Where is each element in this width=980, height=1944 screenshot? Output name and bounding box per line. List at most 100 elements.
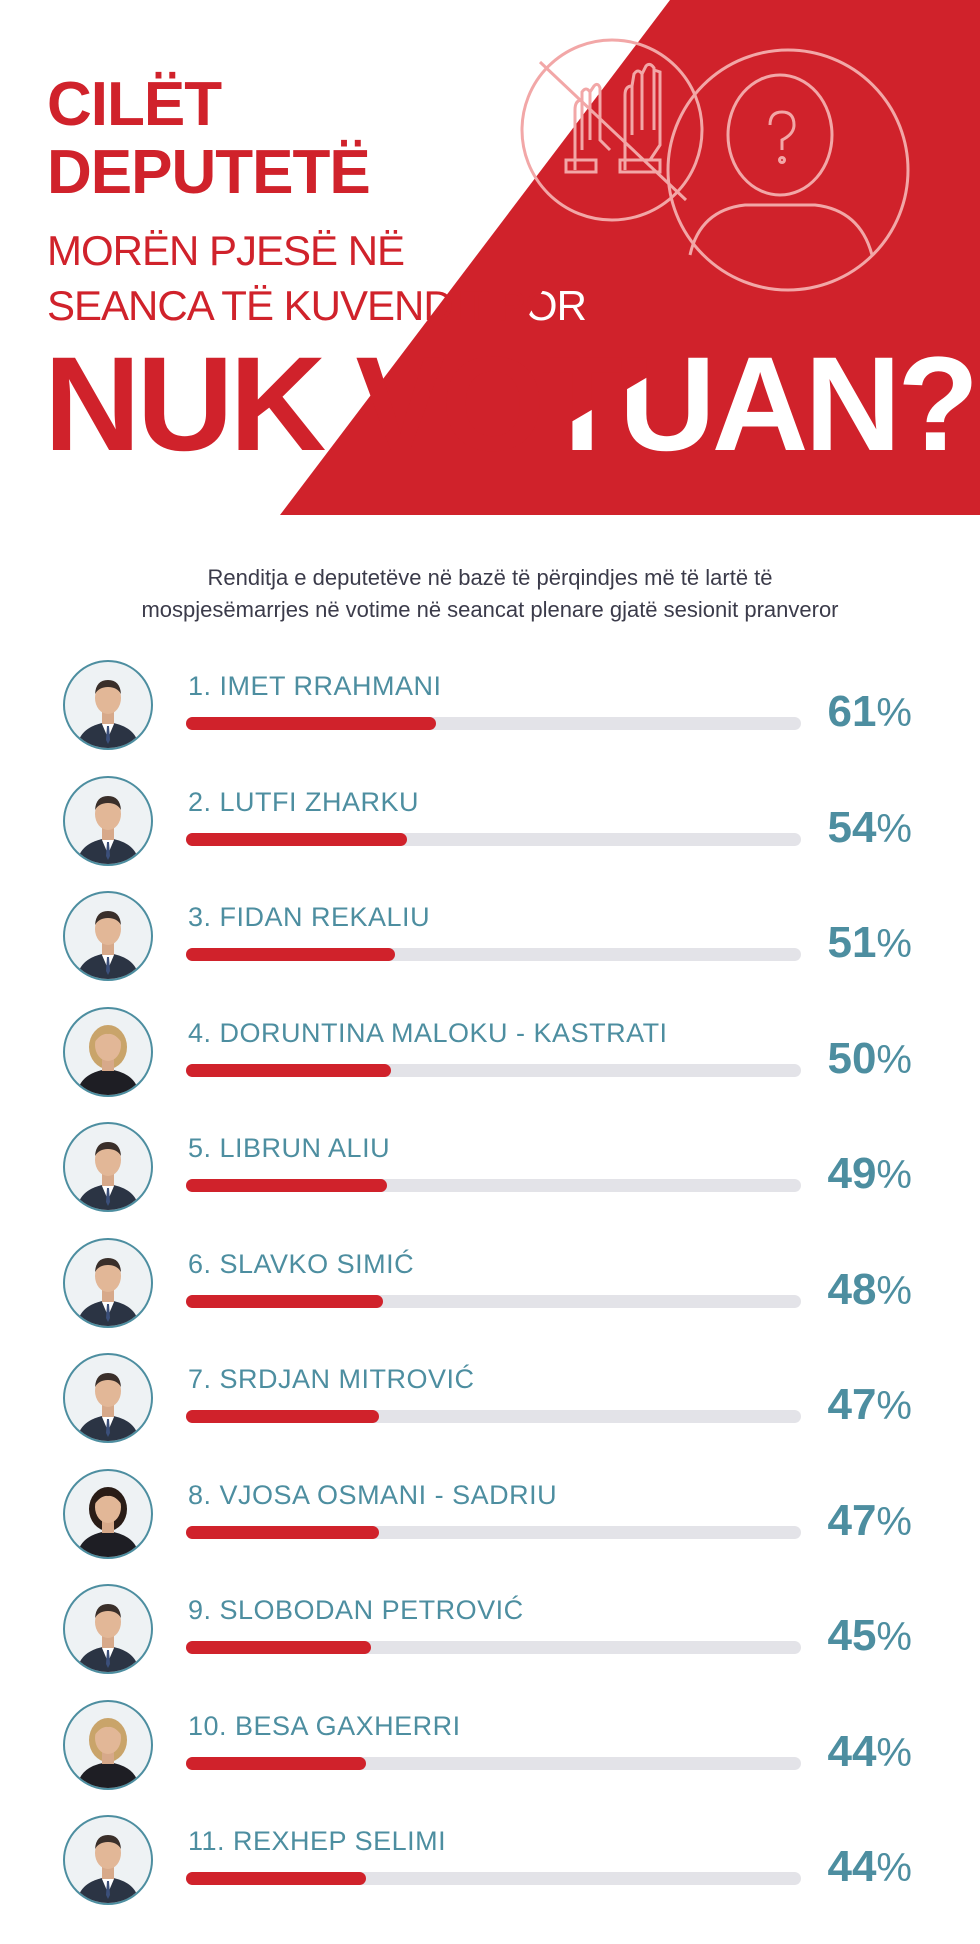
- title-line-4: SEANCA TË KUVENDIT POR: [47, 282, 587, 329]
- percentage-label: 44%: [827, 1842, 912, 1892]
- percentage-value: 50: [827, 1033, 877, 1083]
- subtitle-line-2: mospjesëmarrjes në votime në seancat ple…: [141, 597, 839, 622]
- percentage-value: 48: [827, 1264, 877, 1314]
- deputy-name: 2. LUTFI ZHARKU: [188, 786, 420, 817]
- ranking-row: 11. REXHEP SELIMI 44%: [0, 1810, 980, 1925]
- bar-track: [186, 1641, 801, 1654]
- title-line-3: MORËN PJESË NË: [47, 227, 405, 274]
- deputy-name: 11. REXHEP SELIMI: [188, 1826, 447, 1856]
- title-line-1: CILËT: [47, 70, 222, 139]
- percentage-sign: %: [876, 1268, 912, 1313]
- bar-fill: [186, 832, 408, 846]
- bar-track: [186, 1756, 801, 1770]
- avatar-icon: [63, 1699, 153, 1790]
- deputy-name: 7. SRDJAN MITROVIĆ: [188, 1364, 475, 1394]
- bar-fill: [186, 1410, 379, 1423]
- percentage-value: 49: [827, 1149, 877, 1198]
- bar-track: [186, 1872, 801, 1885]
- percentage-value: 44: [827, 1842, 877, 1891]
- avatar-icon: [63, 1815, 153, 1905]
- percentage-sign: %: [876, 806, 912, 851]
- percentage-label: 49%: [827, 1149, 912, 1199]
- title-big: NUK VOTUAN?: [44, 330, 979, 479]
- percentage-label: 47%: [827, 1380, 912, 1430]
- percentage-value: 47: [827, 1495, 877, 1545]
- percentage-sign: %: [876, 1615, 912, 1659]
- bar-track: [186, 717, 801, 730]
- avatar-icon: [63, 1122, 153, 1212]
- percentage-value: 61: [827, 687, 877, 736]
- percentage-label: 48%: [827, 1265, 912, 1315]
- deputy-name: 5. LIBRUN ALIU: [188, 1133, 391, 1163]
- percentage-sign: %: [876, 1037, 912, 1082]
- subtitle-line-1: Renditja e deputetëve në bazë të përqind…: [207, 565, 773, 590]
- deputy-name: 6. SLAVKO SIMIĆ: [188, 1248, 415, 1279]
- bar-fill: [186, 1525, 379, 1539]
- raised-hands-icon: [520, 38, 704, 222]
- percentage-label: 54%: [827, 803, 912, 853]
- percentage-sign: %: [876, 922, 912, 966]
- percentage-value: 44: [827, 1726, 877, 1776]
- bar-track: [186, 832, 801, 846]
- deputy-name: 1. IMET RRAHMANI: [188, 671, 442, 701]
- ranking-row: 1. IMET RRAHMANI 61%: [0, 655, 980, 770]
- percentage-label: 47%: [827, 1496, 912, 1546]
- avatar-icon: [63, 1468, 153, 1559]
- ranking-row: 6. SLAVKO SIMIĆ 48%: [0, 1233, 980, 1348]
- bar-track: [186, 1063, 801, 1077]
- subtitle: Renditja e deputetëve në bazë të përqind…: [0, 562, 980, 626]
- percentage-label: 45%: [827, 1611, 912, 1661]
- title-line-2: DEPUTETË: [47, 138, 371, 207]
- header-background: [280, 0, 980, 515]
- bar-track: [186, 948, 801, 961]
- percentage-label: 44%: [827, 1727, 912, 1777]
- deputy-name: 8. VJOSA OSMANI - SADRIU: [188, 1479, 558, 1510]
- percentage-sign: %: [876, 1730, 912, 1775]
- percentage-label: 51%: [827, 918, 912, 968]
- avatar-icon: [63, 891, 153, 981]
- bar-fill: [186, 948, 396, 961]
- bar-track: [186, 1294, 801, 1308]
- bar-fill: [186, 1063, 391, 1077]
- avatar-icon: [63, 1353, 153, 1443]
- percentage-label: 50%: [827, 1034, 912, 1084]
- bar-track: [186, 1525, 801, 1539]
- percentage-value: 51: [827, 918, 877, 967]
- bar-fill: [186, 1641, 371, 1654]
- bar-fill: [186, 1872, 367, 1885]
- ranking-row: 2. LUTFI ZHARKU 54%: [0, 771, 980, 886]
- percentage-value: 47: [827, 1380, 877, 1429]
- percentage-value: 54: [827, 802, 877, 852]
- avatar-icon: [63, 1237, 153, 1328]
- bar-fill: [186, 1294, 383, 1308]
- percentage-sign: %: [876, 1384, 912, 1428]
- avatar-icon: [63, 1584, 153, 1674]
- deputy-name: 3. FIDAN REKALIU: [188, 902, 431, 932]
- avatar-icon: [63, 660, 153, 750]
- deputy-name: 4. DORUNTINA MALOKU - KASTRATI: [188, 1017, 668, 1048]
- anonymous-person-icon: [666, 48, 910, 292]
- ranking-row: 3. FIDAN REKALIU 51%: [0, 886, 980, 1001]
- avatar-icon: [63, 1006, 153, 1097]
- ranking-row: 7. SRDJAN MITROVIĆ 47%: [0, 1348, 980, 1463]
- ranking-row: 8. VJOSA OSMANI - SADRIU 47%: [0, 1464, 980, 1579]
- percentage-value: 45: [827, 1611, 877, 1660]
- avatar-icon: [63, 775, 153, 866]
- percentage-sign: %: [876, 1153, 912, 1197]
- bar-fill: [186, 717, 437, 730]
- ranking-row: 10. BESA GAXHERRI 44%: [0, 1695, 980, 1810]
- bar-fill: [186, 1179, 387, 1192]
- bar-track: [186, 1410, 801, 1423]
- percentage-sign: %: [876, 691, 912, 735]
- ranking-row: 4. DORUNTINA MALOKU - KASTRATI 50%: [0, 1002, 980, 1117]
- percentage-sign: %: [876, 1499, 912, 1544]
- bar-track: [186, 1179, 801, 1192]
- percentage-label: 61%: [827, 687, 912, 737]
- ranking-row: 9. SLOBODAN PETROVIĆ 45%: [0, 1579, 980, 1694]
- deputy-name: 10. BESA GAXHERRI: [188, 1710, 461, 1741]
- deputy-name: 9. SLOBODAN PETROVIĆ: [188, 1595, 524, 1625]
- bar-fill: [186, 1756, 367, 1770]
- header: CILËT DEPUTETË MORËN PJESË NË SEANCA TË …: [0, 0, 980, 515]
- percentage-sign: %: [876, 1846, 912, 1890]
- ranking-row: 5. LIBRUN ALIU 49%: [0, 1117, 980, 1232]
